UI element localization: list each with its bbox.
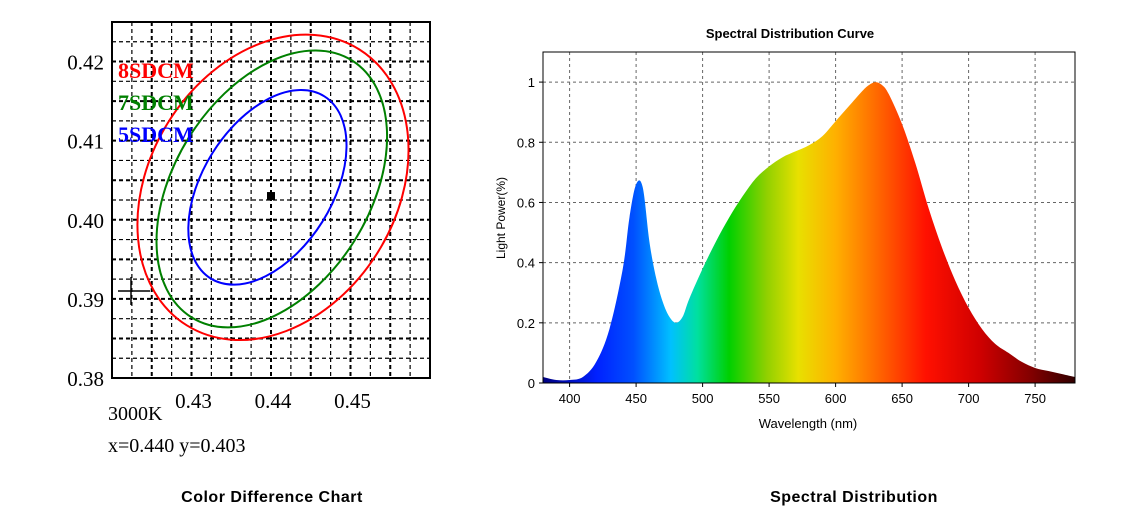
cdc-x-tick-label: 0.43 xyxy=(175,389,212,413)
cdc-x-tick-label: 0.45 xyxy=(334,389,371,413)
spd-x-tick-label: 550 xyxy=(758,391,780,406)
cdc-legend-7sdcm: 7SDCM xyxy=(118,90,194,115)
cdc-ellipse-7sdcm xyxy=(155,49,389,329)
spectral-distribution-chart: Spectral Distribution Curve 400 450 500 550… xyxy=(494,26,1076,431)
spd-y-tick-label: 0.8 xyxy=(517,135,535,150)
spd-x-axis-label: Wavelength (nm) xyxy=(759,416,858,431)
spd-x-tick-label: 700 xyxy=(958,391,980,406)
spd-y-tick-label: 0.4 xyxy=(517,256,535,271)
spd-caption: Spectral Distribution xyxy=(770,489,938,506)
color-difference-chart: 8SDCM 7SDCM 5SDCM 0.43 0.44 0.45 0.42 0.41 0.40… xyxy=(67,21,431,457)
spd-x-tick-label: 650 xyxy=(891,391,913,406)
cdc-legend-5sdcm: 5SDCM xyxy=(118,122,194,147)
spd-x-tick-label: 400 xyxy=(559,391,581,406)
cdc-legend: 8SDCM 7SDCM 5SDCM xyxy=(118,58,194,147)
spd-x-tick-label: 500 xyxy=(692,391,714,406)
cdc-caption: Color Difference Chart xyxy=(181,489,363,506)
spd-y-tick-label: 1 xyxy=(528,75,535,90)
cdc-point-marker xyxy=(267,192,275,201)
spd-plot-frame xyxy=(542,51,1076,384)
spd-title: Spectral Distribution Curve xyxy=(706,26,874,41)
cdc-ellipses xyxy=(136,33,410,342)
spd-y-tick-label: 0.2 xyxy=(517,316,535,331)
cdc-ellipse-8sdcm xyxy=(136,33,410,342)
cdc-y-tick-label: 0.40 xyxy=(67,209,104,233)
cdc-coords-label: x=0.440 y=0.403 xyxy=(108,435,246,457)
spd-y-tick-label: 0.6 xyxy=(517,195,535,210)
cdc-x-tick-label: 0.44 xyxy=(255,389,292,413)
cdc-y-tick-label: 0.41 xyxy=(67,130,104,154)
cdc-ellipse-5sdcm xyxy=(187,89,348,286)
spd-x-tick-label: 450 xyxy=(625,391,647,406)
cdc-cct-label: 3000K xyxy=(108,403,163,425)
cdc-y-tick-label: 0.42 xyxy=(67,51,104,75)
spd-spectrum-area xyxy=(543,82,1075,383)
spd-y-axis-label: Light Power(%) xyxy=(494,177,508,259)
cdc-legend-8sdcm: 8SDCM xyxy=(118,58,194,83)
cdc-target-point xyxy=(118,192,275,305)
cdc-y-tick-label: 0.38 xyxy=(67,367,104,391)
spd-x-tick-label: 600 xyxy=(825,391,847,406)
cdc-y-tick-label: 0.39 xyxy=(67,288,104,312)
spd-y-tick-label: 0 xyxy=(528,376,535,391)
spd-tick-labels: 400 450 500 550 600 650 700 750 1 0.8 0.6 0.4 0.2 0 xyxy=(517,75,1046,406)
cdc-tick-labels: 0.43 0.44 0.45 0.42 0.41 0.40 0.39 0.38 xyxy=(67,51,371,413)
spd-x-tick-label: 750 xyxy=(1024,391,1046,406)
